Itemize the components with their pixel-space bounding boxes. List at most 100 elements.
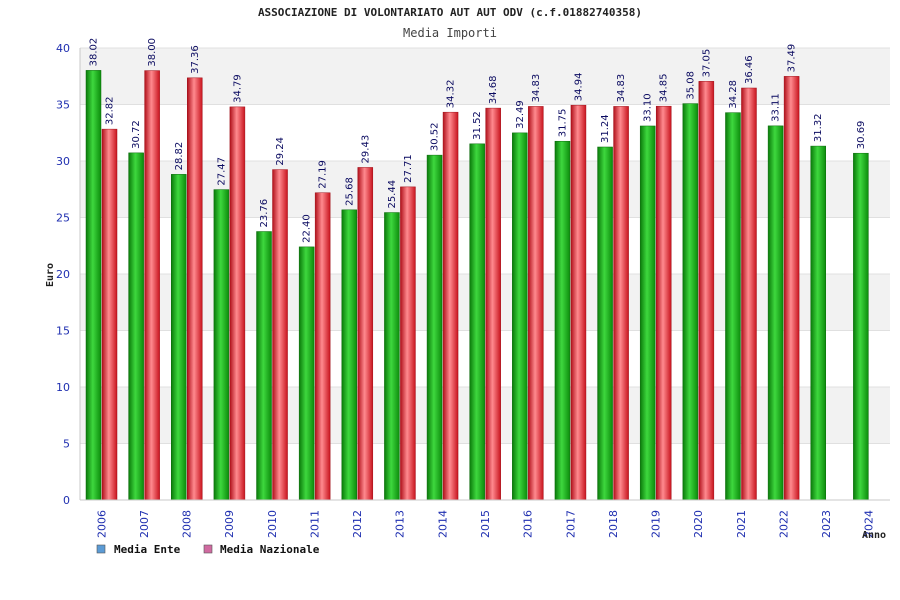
bar-media-nazionale (400, 186, 416, 501)
bar-media-ente (298, 246, 315, 501)
x-tick-label: 2024 (863, 510, 876, 538)
data-label-media-ente: 27.47 (216, 157, 227, 186)
data-label-media-ente: 38.02 (89, 38, 100, 67)
bar-media-ente (853, 152, 869, 501)
data-label-media-nazionale: 34.94 (573, 73, 584, 102)
x-tick-label: 2019 (650, 510, 663, 538)
x-tick-label: 2013 (394, 510, 407, 538)
data-label-media-ente: 23.76 (259, 199, 270, 228)
bar-media-ente (512, 132, 528, 501)
bar-media-nazionale (229, 106, 246, 501)
x-axis-ticks: 2006 2007 2008 2009 2010 2011 2012 2013 2014 2015… (95, 510, 875, 538)
data-label-media-ente: 32.49 (515, 100, 526, 129)
x-tick-label: 2007 (138, 510, 151, 538)
bar-media-nazionale (144, 70, 160, 501)
x-tick-label: 2016 (522, 510, 535, 538)
bar-media-ente (341, 209, 358, 501)
bar-media-nazionale (357, 167, 374, 501)
x-tick-label: 2017 (564, 510, 577, 538)
x-tick-label: 2022 (777, 510, 790, 538)
data-label-media-ente: 34.28 (728, 80, 739, 109)
data-label-media-ente: 33.10 (643, 93, 654, 122)
y-tick-label: 30 (56, 155, 70, 168)
y-axis-ticks: 0 5 10 15 20 25 30 35 40 (56, 42, 70, 507)
data-label-media-ente: 31.32 (813, 113, 824, 142)
bar-media-nazionale (528, 106, 544, 501)
bar-media-nazionale (741, 87, 757, 501)
y-tick-label: 40 (56, 42, 70, 55)
data-label-media-ente: 30.69 (856, 121, 867, 150)
legend: Media Ente Media Nazionale (96, 543, 320, 556)
bar-media-nazionale (570, 104, 587, 501)
bar-media-ente (85, 70, 102, 501)
chart-title: ASSOCIAZIONE DI VOLONTARIATO AUT AUT ODV… (258, 6, 642, 19)
data-label-media-nazionale: 34.83 (616, 74, 627, 103)
y-axis-label: Euro (45, 263, 56, 287)
data-label-media-ente: 31.52 (472, 111, 483, 140)
data-label-media-nazionale: 36.46 (744, 55, 755, 84)
data-label-media-ente: 35.08 (685, 71, 696, 100)
y-tick-label: 5 (63, 438, 70, 451)
data-label-media-nazionale: 29.43 (360, 135, 371, 164)
x-tick-label: 2006 (95, 510, 108, 538)
chart-subtitle: Media Importi (403, 26, 497, 40)
y-tick-label: 0 (63, 494, 70, 507)
bar-media-ente (597, 146, 613, 501)
legend-label-media-ente: Media Ente (114, 543, 181, 556)
data-label-media-nazionale: 37.36 (190, 45, 201, 74)
y-tick-label: 25 (56, 212, 70, 225)
x-tick-label: 2018 (607, 510, 620, 538)
bar-media-ente (725, 112, 741, 501)
bar-media-nazionale (698, 81, 715, 501)
data-label-media-nazionale: 29.24 (275, 137, 286, 166)
y-tick-label: 35 (56, 99, 70, 112)
x-tick-label: 2023 (820, 510, 833, 538)
data-label-media-ente: 28.82 (174, 142, 185, 171)
data-label-media-nazionale: 34.79 (232, 74, 243, 103)
bar-media-nazionale (314, 192, 331, 501)
x-tick-label: 2010 (266, 510, 279, 538)
data-label-media-ente: 25.44 (387, 180, 398, 209)
bar-media-nazionale (272, 169, 288, 501)
y-tick-label: 10 (56, 381, 70, 394)
data-label-media-nazionale: 34.85 (659, 74, 670, 103)
data-label-media-nazionale: 27.71 (403, 154, 414, 183)
data-label-media-ente: 30.52 (430, 122, 441, 151)
bar-media-ente (128, 152, 144, 501)
bar-media-ente (639, 125, 656, 501)
data-label-media-nazionale: 32.82 (105, 96, 116, 125)
data-label-media-ente: 31.75 (557, 109, 568, 138)
x-tick-label: 2015 (479, 510, 492, 538)
bar-labels-group: 38.02 32.82 30.72 38.00 28.82 37.36 27.47 34.79… (89, 38, 867, 243)
data-label-media-ente: 22.40 (302, 214, 313, 243)
data-label-media-ente: 33.11 (771, 93, 782, 122)
bar-media-nazionale (442, 111, 459, 501)
bar-media-ente (554, 140, 571, 501)
x-tick-label: 2021 (735, 510, 748, 538)
legend-swatch-media-ente (96, 544, 106, 554)
data-label-media-ente: 31.24 (600, 114, 611, 143)
x-tick-label: 2008 (181, 510, 194, 538)
x-tick-label: 2014 (436, 510, 449, 538)
data-label-media-nazionale: 38.00 (147, 38, 158, 67)
x-tick-label: 2020 (692, 510, 705, 538)
bar-media-nazionale (655, 105, 672, 501)
bar-media-nazionale (613, 106, 629, 501)
data-label-media-nazionale: 37.49 (787, 44, 798, 73)
bar-media-ente (767, 125, 784, 501)
bar-media-nazionale (187, 77, 203, 501)
data-label-media-nazionale: 37.05 (701, 49, 712, 78)
data-label-media-ente: 30.72 (131, 120, 142, 149)
bar-media-ente (469, 143, 485, 501)
data-label-media-nazionale: 34.68 (488, 75, 499, 104)
y-tick-label: 20 (56, 268, 70, 281)
bar-media-ente (682, 103, 699, 501)
x-tick-label: 2011 (308, 510, 321, 538)
legend-swatch-media-nazionale (203, 544, 213, 554)
bar-media-nazionale (101, 128, 118, 501)
bar-media-ente (171, 174, 187, 501)
bar-media-ente (213, 189, 230, 501)
bar-media-ente (810, 145, 826, 501)
bar-media-ente (256, 231, 272, 501)
x-tick-label: 2009 (223, 510, 236, 538)
